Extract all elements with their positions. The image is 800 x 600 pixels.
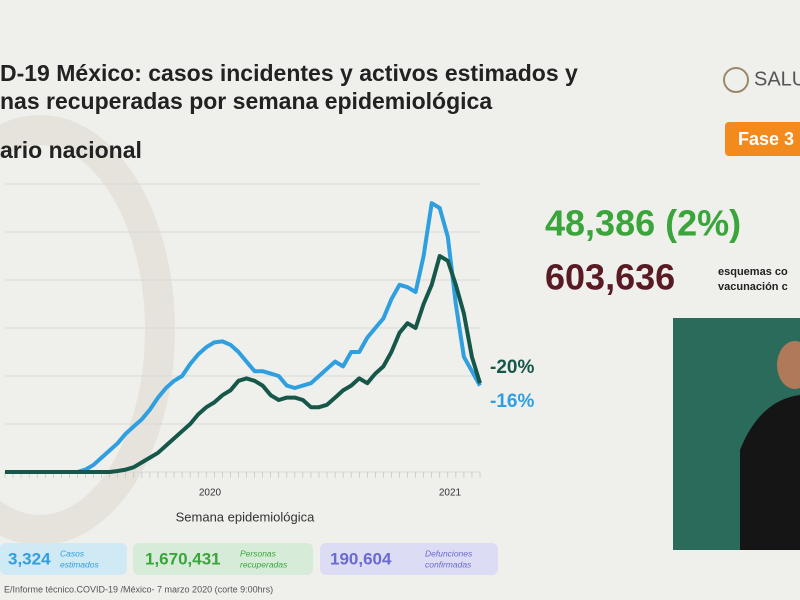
info-box xyxy=(133,543,313,575)
box-label: Casos xyxy=(60,548,85,558)
change-label: -20% xyxy=(490,357,534,378)
interpreter-body xyxy=(740,395,800,550)
title-line: D-19 México: casos incidentes y activos … xyxy=(0,60,578,86)
interpreter-head xyxy=(777,341,800,389)
box-value: 3,324 xyxy=(8,549,51,568)
stat-note: vacunación c xyxy=(718,281,788,293)
stat-note: esquemas co xyxy=(718,266,788,278)
logo: SALU xyxy=(754,68,800,90)
box-label: confirmadas xyxy=(425,559,472,569)
phase-badge xyxy=(725,122,800,156)
change-label: -16% xyxy=(490,391,534,412)
x-axis-label: Semana epidemiológica xyxy=(176,509,316,524)
decor xyxy=(0,115,175,545)
subtitle: ario nacional xyxy=(0,137,142,163)
logo-emblem xyxy=(723,67,749,93)
year-label: 2021 xyxy=(439,488,462,499)
info-box xyxy=(0,543,127,575)
box-label: recuperadas xyxy=(240,559,288,569)
series-line xyxy=(5,254,482,474)
box-label: Defunciones xyxy=(425,548,473,558)
box-label: Personas xyxy=(240,548,277,558)
stat-big: 603,636 xyxy=(545,257,675,298)
stat-big: 48,386 (2%) xyxy=(545,203,741,244)
box-label: estimados xyxy=(60,559,99,569)
box-value: 190,604 xyxy=(330,549,392,568)
year-label: 2020 xyxy=(199,488,222,499)
box-value: 1,670,431 xyxy=(145,549,221,568)
info-box xyxy=(320,543,498,575)
phase: Fase 3 xyxy=(738,129,794,149)
source: E/Informe técnico.COVID-19 /México- 7 ma… xyxy=(4,584,273,594)
title-line: nas recuperadas por semana epidemiológic… xyxy=(0,88,492,114)
